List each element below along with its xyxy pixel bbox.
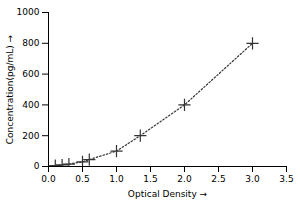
svg-text:1.5: 1.5 xyxy=(143,174,157,184)
svg-text:0.5: 0.5 xyxy=(75,174,89,184)
svg-text:1000: 1000 xyxy=(17,7,40,17)
svg-text:200: 200 xyxy=(22,131,39,141)
svg-text:0.0: 0.0 xyxy=(41,174,56,184)
svg-text:3.5: 3.5 xyxy=(279,174,293,184)
svg-text:Concentration(pg/mL) →: Concentration(pg/mL) → xyxy=(5,34,15,144)
svg-text:3.0: 3.0 xyxy=(245,174,260,184)
svg-text:800: 800 xyxy=(22,38,39,48)
svg-text:Optical Density →: Optical Density → xyxy=(128,189,208,199)
svg-text:0: 0 xyxy=(34,161,40,171)
svg-text:400: 400 xyxy=(22,100,39,110)
svg-text:2.0: 2.0 xyxy=(177,174,192,184)
svg-text:600: 600 xyxy=(22,69,39,79)
svg-text:2.5: 2.5 xyxy=(211,174,225,184)
svg-text:1.0: 1.0 xyxy=(109,174,124,184)
